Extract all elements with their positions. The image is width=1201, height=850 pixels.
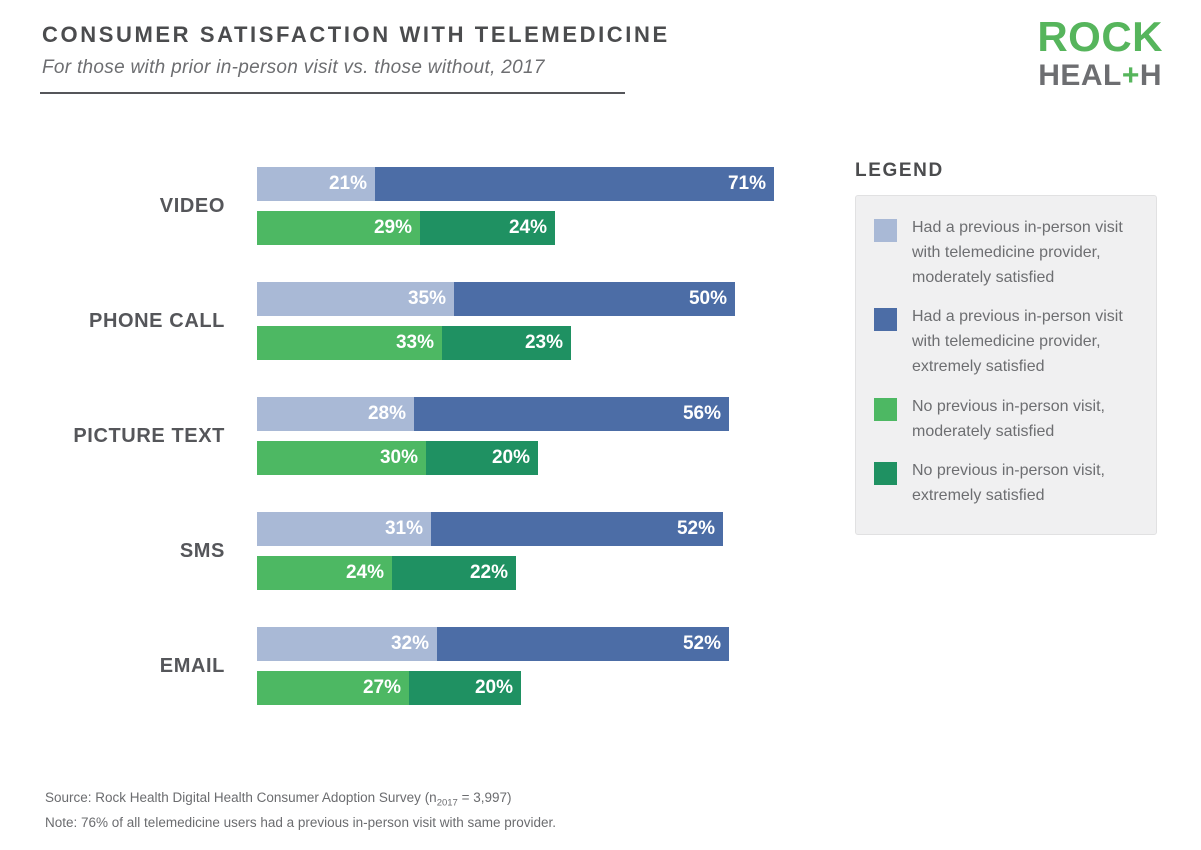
bar-segment: 29% — [257, 211, 420, 245]
logo-plus-icon: + — [1121, 59, 1140, 92]
legend-title: LEGEND — [855, 160, 944, 181]
bar-value-label: 52% — [676, 518, 715, 539]
category-label: EMAIL — [159, 654, 225, 677]
logo-rock-text: ROCK — [1037, 13, 1163, 60]
bar-no-prior-visit: 24% 22% — [257, 556, 723, 590]
bar-prior-visit: 21% 71% — [257, 167, 774, 201]
bar-segment: 20% — [426, 441, 538, 475]
bar-value-label: 21% — [328, 173, 367, 194]
bar-row: VIDEO 21% 71% 29% 24% — [40, 167, 774, 245]
bar-value-label: 50% — [688, 288, 727, 309]
bar-value-label: 28% — [367, 403, 406, 424]
bar-value-label: 20% — [474, 677, 513, 698]
bar-group: 35% 50% 33% 23% — [257, 282, 735, 360]
header-divider — [40, 92, 625, 94]
note-text: Note: 76% of all telemedicine users had … — [45, 814, 557, 830]
category-label: PHONE CALL — [89, 309, 225, 332]
bar-row: PHONE CALL 35% 50% 33% 23% — [40, 282, 774, 360]
legend-label: No previous in-person visit, extremely s… — [912, 462, 1105, 505]
bar-value-label: 30% — [379, 447, 418, 468]
legend-label: Had a previous in-person visit with tele… — [912, 308, 1123, 375]
rock-health-logo: ROCK HEAL+H — [1037, 16, 1163, 91]
legend-label: Had a previous in-person visit with tele… — [912, 219, 1123, 286]
bar-value-label: 31% — [384, 518, 423, 539]
bar-group: 21% 71% 29% 24% — [257, 167, 774, 245]
page-title: CONSUMER SATISFACTION WITH TELEMEDICINE — [42, 22, 670, 47]
legend-label: No previous in-person visit, moderately … — [912, 397, 1105, 440]
bar-segment: 24% — [420, 211, 555, 245]
source-subscript: 2017 — [436, 797, 458, 809]
bar-segment: 27% — [257, 671, 409, 705]
bar-group: 28% 56% 30% 20% — [257, 397, 729, 475]
footer: Source: Rock Health Digital Health Consu… — [45, 787, 556, 835]
bar-value-label: 29% — [373, 217, 412, 238]
logo-h-text: H — [1139, 59, 1163, 92]
bar-segment: 35% — [257, 282, 454, 316]
bar-no-prior-visit: 29% 24% — [257, 211, 774, 245]
legend-box: Had a previous in-person visit with tele… — [855, 195, 1157, 535]
legend-swatch — [874, 462, 897, 486]
bar-segment: 32% — [257, 627, 437, 661]
bar-value-label: 32% — [390, 633, 429, 654]
bar-segment: 21% — [257, 167, 375, 201]
bar-segment: 30% — [257, 441, 426, 475]
bar-segment: 33% — [257, 326, 442, 360]
bar-prior-visit: 28% 56% — [257, 397, 729, 431]
bar-value-label: 35% — [407, 288, 446, 309]
bar-segment: 20% — [409, 671, 521, 705]
legend-swatch — [874, 308, 897, 332]
bar-prior-visit: 31% 52% — [257, 512, 723, 546]
bar-segment: 52% — [437, 627, 729, 661]
legend-item: Had a previous in-person visit with tele… — [874, 305, 1138, 379]
bar-value-label: 22% — [469, 562, 508, 583]
header: CONSUMER SATISFACTION WITH TELEMEDICINE … — [42, 22, 670, 79]
source-text: Source: Rock Health Digital Health Consu… — [45, 790, 512, 809]
bar-value-label: 24% — [345, 562, 384, 583]
bar-segment: 56% — [414, 397, 729, 431]
bar-row: SMS 31% 52% 24% 22% — [40, 512, 774, 590]
bar-value-label: 71% — [727, 173, 766, 194]
logo-health-text: HEAL+H — [1037, 61, 1163, 91]
bar-prior-visit: 35% 50% — [257, 282, 735, 316]
category-label: PICTURE TEXT — [73, 424, 225, 447]
bar-segment: 28% — [257, 397, 414, 431]
bar-segment: 22% — [392, 556, 516, 590]
bar-value-label: 24% — [508, 217, 547, 238]
bar-segment: 71% — [375, 167, 774, 201]
bar-segment: 31% — [257, 512, 431, 546]
bar-no-prior-visit: 30% 20% — [257, 441, 729, 475]
bar-value-label: 20% — [491, 447, 530, 468]
legend-item: No previous in-person visit, extremely s… — [874, 459, 1138, 509]
bar-prior-visit: 32% 52% — [257, 627, 729, 661]
bar-segment: 23% — [442, 326, 571, 360]
bar-segment: 52% — [431, 512, 723, 546]
legend-item: No previous in-person visit, moderately … — [874, 395, 1138, 445]
bar-value-label: 52% — [682, 633, 721, 654]
bar-no-prior-visit: 27% 20% — [257, 671, 729, 705]
page-subtitle: For those with prior in-person visit vs.… — [42, 57, 545, 78]
bar-segment: 50% — [454, 282, 735, 316]
bar-chart: VIDEO 21% 71% 29% 24% PHONE CALL 35% 50% 33% 23% P… — [40, 167, 774, 742]
bar-segment: 24% — [257, 556, 392, 590]
category-label: SMS — [179, 539, 225, 562]
legend: LEGEND Had a previous in-person visit wi… — [855, 160, 1157, 535]
bar-value-label: 56% — [682, 403, 721, 424]
bar-row: EMAIL 32% 52% 27% 20% — [40, 627, 774, 705]
legend-swatch — [874, 397, 897, 421]
bar-no-prior-visit: 33% 23% — [257, 326, 735, 360]
bar-group: 32% 52% 27% 20% — [257, 627, 729, 705]
bar-group: 31% 52% 24% 22% — [257, 512, 723, 590]
legend-swatch — [874, 219, 897, 242]
bar-rows: VIDEO 21% 71% 29% 24% PHONE CALL 35% 50% 33% 23% P… — [40, 167, 774, 705]
category-label: VIDEO — [159, 194, 225, 217]
legend-item: Had a previous in-person visit with tele… — [874, 216, 1138, 290]
bar-value-label: 23% — [524, 332, 563, 353]
bar-value-label: 33% — [395, 332, 434, 353]
bar-value-label: 27% — [362, 677, 401, 698]
logo-heal-text: HEAL — [1038, 59, 1122, 92]
bar-row: PICTURE TEXT 28% 56% 30% 20% — [40, 397, 774, 475]
